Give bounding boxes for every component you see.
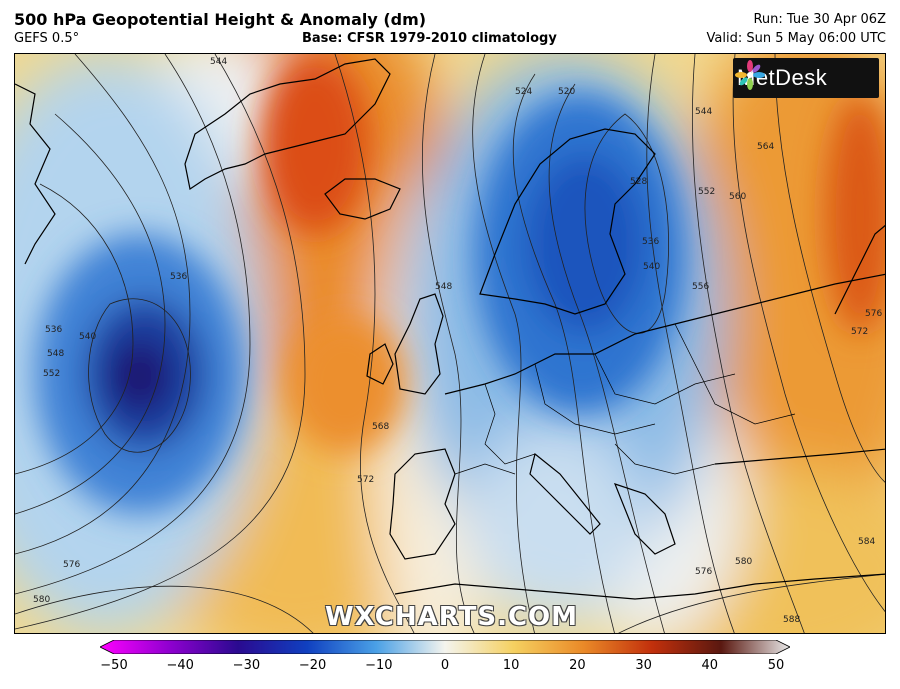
contour-label: 564 bbox=[757, 142, 774, 152]
colorbar: −50 −40 −30 −20 −10 0 10 20 30 40 50 bbox=[100, 640, 790, 686]
contour-label: 576 bbox=[865, 309, 882, 319]
colorbar-tick-label: −50 bbox=[100, 658, 128, 673]
contour-label-group: 544 524 520 544 564 552 560 536 528 536 … bbox=[33, 57, 882, 625]
contour-label: 524 bbox=[515, 87, 532, 97]
colorbar-tick-label: −20 bbox=[298, 658, 327, 673]
contour-label: 536 bbox=[170, 272, 187, 282]
anomaly-map: 544 524 520 544 564 552 560 536 528 536 … bbox=[14, 53, 886, 634]
anomaly-core bbox=[35, 54, 885, 514]
height-contours bbox=[15, 54, 885, 633]
contour-label: 560 bbox=[729, 192, 746, 202]
coastline-ireland bbox=[366, 343, 394, 385]
colorbar-gradient bbox=[100, 640, 790, 654]
contour-label: 528 bbox=[630, 177, 647, 187]
coastline-russia bbox=[834, 224, 885, 315]
coastline-britain bbox=[394, 293, 444, 395]
contour-label: 548 bbox=[47, 349, 64, 359]
contour-label: 544 bbox=[695, 107, 712, 117]
contour-label: 540 bbox=[79, 332, 96, 342]
wxcharts-watermark: WXCHARTS.COM bbox=[325, 602, 579, 632]
chart-title: 500 hPa Geopotential Height & Anomaly (d… bbox=[14, 10, 427, 29]
coastline-iberia bbox=[389, 448, 456, 560]
coastline-north-africa bbox=[394, 573, 885, 600]
contour-label: 520 bbox=[558, 87, 575, 97]
coastlines bbox=[15, 58, 885, 600]
coastline-iceland bbox=[324, 178, 401, 220]
colorbar-tick-label: −40 bbox=[166, 658, 194, 673]
contour-label: 580 bbox=[735, 557, 752, 567]
contour-label: 536 bbox=[642, 237, 659, 247]
coastline-balkans bbox=[613, 483, 676, 555]
contour-label: 540 bbox=[643, 262, 660, 272]
contour-label: 568 bbox=[372, 422, 389, 432]
run-time-label: Run: Tue 30 Apr 06Z bbox=[753, 12, 886, 27]
metdesk-logo-icon bbox=[735, 60, 765, 90]
country-borders bbox=[454, 323, 796, 475]
contour-label: 576 bbox=[695, 567, 712, 577]
contour-label: 552 bbox=[698, 187, 715, 197]
contour-label: 576 bbox=[63, 560, 80, 570]
coastline-north-europe bbox=[444, 273, 885, 395]
coastline-greenland bbox=[184, 58, 391, 190]
coastline-black-sea bbox=[714, 448, 885, 465]
colorbar-tick-label: 20 bbox=[569, 658, 586, 673]
contour-label: 536 bbox=[45, 325, 62, 335]
contour-label: 548 bbox=[435, 282, 452, 292]
contour-label: 572 bbox=[357, 475, 374, 485]
valid-time-label: Valid: Sun 5 May 06:00 UTC bbox=[706, 31, 886, 46]
model-label: GEFS 0.5° bbox=[14, 31, 80, 46]
colorbar-tick-label: 50 bbox=[767, 658, 785, 673]
colorbar-tick-label: 40 bbox=[701, 658, 719, 673]
colorbar-tick-label: 30 bbox=[635, 658, 652, 673]
colorbar-tick-label: 0 bbox=[440, 658, 450, 673]
colorbar-tick-label: −30 bbox=[232, 658, 261, 673]
contour-label: 584 bbox=[858, 537, 875, 547]
colorbar-tick-label: −10 bbox=[365, 658, 393, 673]
contour-label: 552 bbox=[43, 369, 60, 379]
coastline-scandinavia bbox=[479, 128, 656, 315]
coastline-italy bbox=[529, 452, 601, 535]
contour-label: 580 bbox=[33, 595, 50, 605]
contour-label: 572 bbox=[851, 327, 868, 337]
climatology-base-label: Base: CFSR 1979-2010 climatology bbox=[302, 31, 557, 46]
colorbar-tick-label: 10 bbox=[502, 658, 520, 673]
coastline-canada bbox=[15, 83, 56, 265]
map-canvas: 544 524 520 544 564 552 560 536 528 536 … bbox=[15, 54, 885, 633]
metdesk-logo: MetDesk bbox=[733, 58, 879, 98]
contour-label: 544 bbox=[210, 57, 227, 67]
contour-label: 556 bbox=[692, 282, 709, 292]
contour-label: 588 bbox=[783, 615, 800, 625]
